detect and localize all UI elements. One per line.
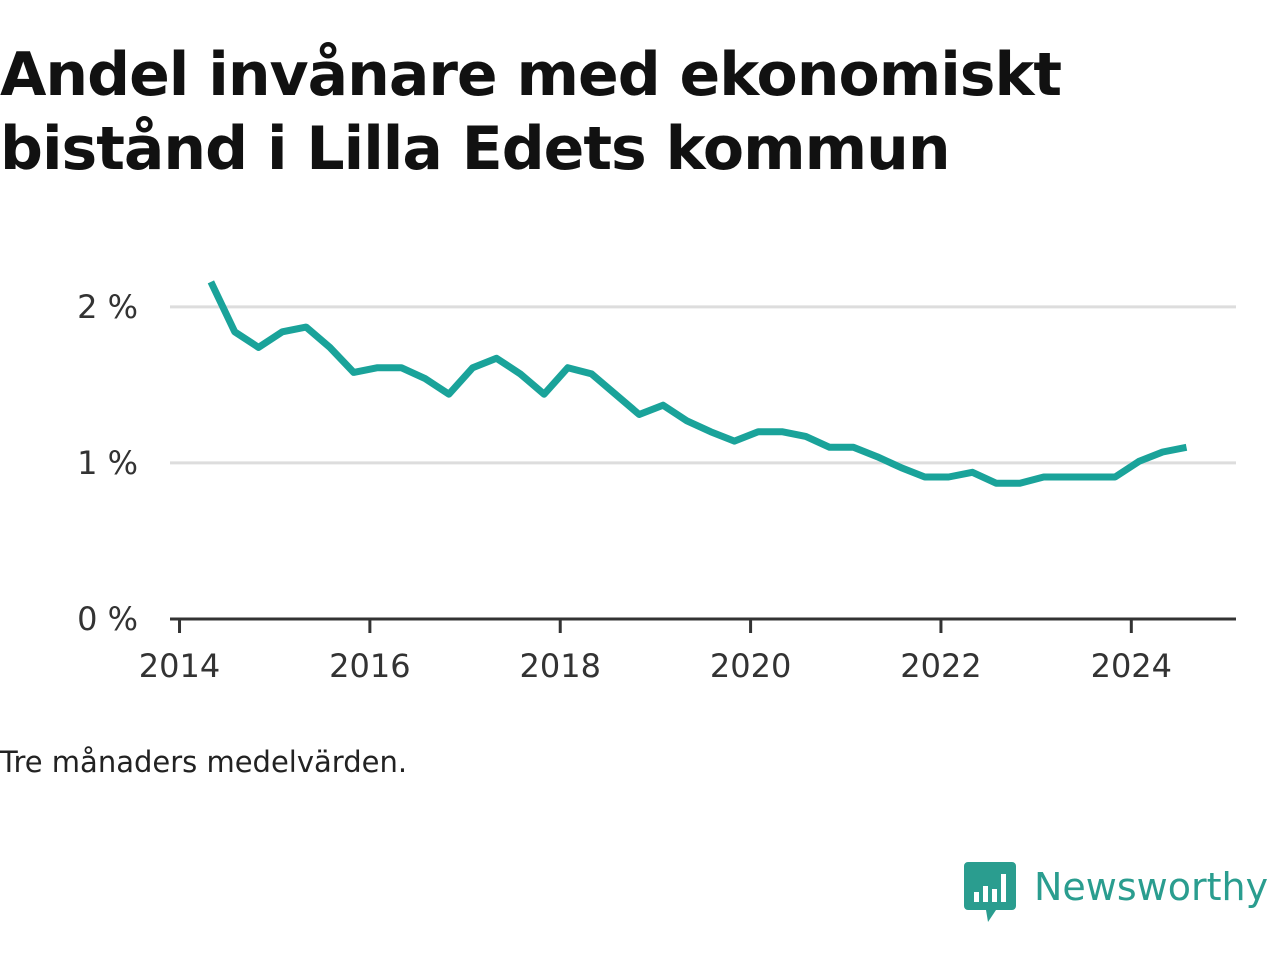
chart-footnote: Tre månaders medelvärden. <box>0 745 408 779</box>
x-tick-label: 2014 <box>139 647 220 685</box>
x-tick-labels: 2014 2016 2018 2020 2022 2024 <box>139 647 1172 685</box>
y-tick-label: 2 % <box>77 288 138 326</box>
x-tick-label: 2024 <box>1091 647 1172 685</box>
x-tick-label: 2020 <box>710 647 791 685</box>
newsworthy-brand: Newsworthy <box>964 862 1268 926</box>
x-tick-label: 2022 <box>900 647 981 685</box>
brand-name: Newsworthy <box>1034 865 1269 909</box>
bar-chart-speech-bubble-icon <box>964 862 1016 922</box>
x-tick-label: 2018 <box>520 647 601 685</box>
y-tick-label: 0 % <box>77 600 138 638</box>
x-ticks <box>178 619 1133 633</box>
chart-title: Andel invånare med ekonomiskt bistånd i … <box>0 40 1062 184</box>
series-group <box>207 280 1188 487</box>
y-tick-label: 1 % <box>77 444 138 482</box>
series-line <box>207 280 1188 487</box>
x-tick-label: 2016 <box>329 647 410 685</box>
y-tick-labels: 0 % 1 % 2 % <box>77 288 138 638</box>
y-gridlines <box>170 305 1236 465</box>
